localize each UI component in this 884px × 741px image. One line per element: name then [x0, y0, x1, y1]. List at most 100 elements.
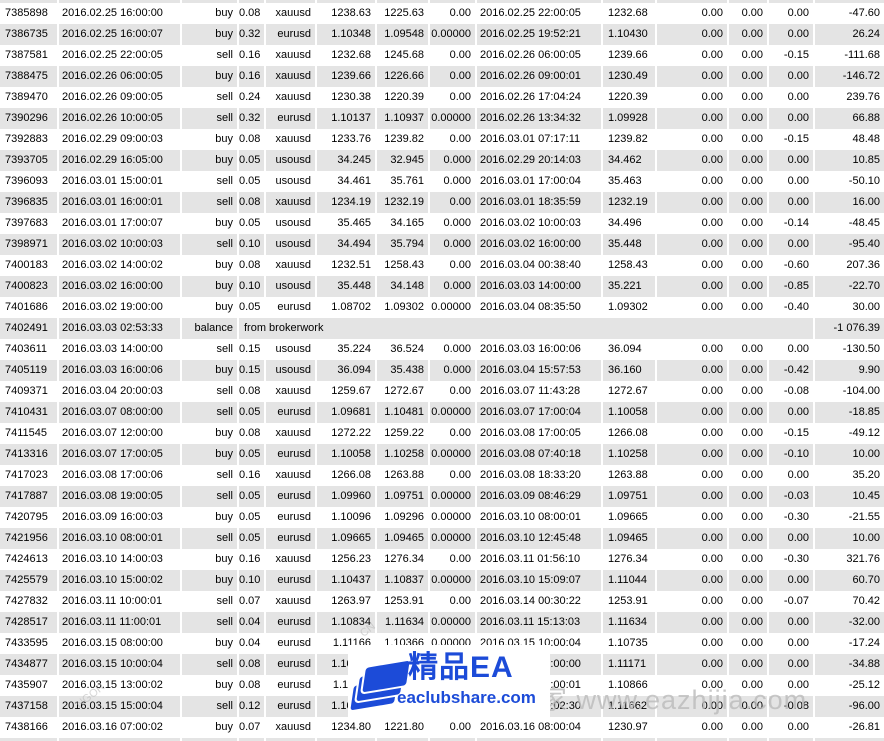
partial-cell — [430, 0, 477, 3]
history-row[interactable]: 7386735 2016.02.25 16:00:07 buy 0.32 eurusd 1… — [0, 24, 884, 45]
cell-open_time: 2016.03.09 16:00:03 — [59, 507, 182, 528]
history-row[interactable]: 7389470 2016.02.26 09:00:05 sell 0.24 xauusd… — [0, 87, 884, 108]
cell-size: 0.05 — [239, 171, 266, 192]
history-row[interactable]: 7392883 2016.02.29 09:00:03 buy 0.08 xauusd 1… — [0, 129, 884, 150]
history-row[interactable]: 7400183 2016.03.02 14:00:02 buy 0.08 xauusd 1… — [0, 255, 884, 276]
cell-close_price: 35.448 — [603, 234, 657, 255]
cell-symbol: usousd — [266, 360, 317, 381]
cell-type: buy — [182, 423, 239, 444]
history-row[interactable]: 7421956 2016.03.10 08:00:01 sell 0.05 eurusd… — [0, 528, 884, 549]
history-row[interactable]: 7403611 2016.03.03 14:00:00 sell 0.15 usousd… — [0, 339, 884, 360]
cell-open_time: 2016.03.07 12:00:00 — [59, 423, 182, 444]
cell-open_time: 2016.03.02 10:00:03 — [59, 234, 182, 255]
cell-open_time: 2016.03.11 11:00:01 — [59, 612, 182, 633]
cell-taxes: 0.00 — [729, 717, 769, 738]
cell-size: 0.24 — [239, 87, 266, 108]
cell-tp: 0.00000 — [430, 486, 477, 507]
cell-close_price: 1220.39 — [603, 87, 657, 108]
cell-close_time: 2016.02.25 19:52:21 — [477, 24, 603, 45]
cell-order: 7388475 — [0, 66, 59, 87]
cell-commission: 0.00 — [657, 507, 729, 528]
cell-open_time: 2016.03.08 19:00:05 — [59, 486, 182, 507]
history-row[interactable]: 7396093 2016.03.01 15:00:01 sell 0.05 usousd… — [0, 171, 884, 192]
cell-sl: 1239.82 — [377, 129, 430, 150]
cell-symbol: xauusd — [266, 381, 317, 402]
history-row[interactable]: 7428517 2016.03.11 11:00:01 sell 0.04 eurusd… — [0, 612, 884, 633]
partial-cell — [657, 0, 729, 3]
cell-order: 7393705 — [0, 150, 59, 171]
cell-open_time: 2016.02.25 22:00:05 — [59, 45, 182, 66]
cell-sl: 1.11634 — [377, 612, 430, 633]
history-row[interactable]: 7425579 2016.03.10 15:00:02 buy 0.10 eurusd 1… — [0, 570, 884, 591]
history-row[interactable]: 7397683 2016.03.01 17:00:07 buy 0.05 usousd 3… — [0, 213, 884, 234]
cell-taxes: 0.00 — [729, 108, 769, 129]
cell-type: buy — [182, 360, 239, 381]
cell-taxes: 0.00 — [729, 486, 769, 507]
history-row[interactable]: 7424613 2016.03.10 14:00:03 buy 0.16 xauusd 1… — [0, 549, 884, 570]
partial-cell — [769, 0, 815, 3]
cell-sl: 1253.91 — [377, 591, 430, 612]
cell-commission: 0.00 — [657, 423, 729, 444]
history-row[interactable]: 7405119 2016.03.03 16:00:06 buy 0.15 usousd 3… — [0, 360, 884, 381]
balance-row[interactable]: 7402491 2016.03.03 02:53:33 balance from br… — [0, 318, 884, 339]
cell-open_price: 1.10137 — [317, 108, 377, 129]
cell-tp: 0.00000 — [430, 444, 477, 465]
cell-close_time: 2016.02.29 20:14:03 — [477, 150, 603, 171]
partial-cell — [603, 0, 657, 3]
cell-profit: -17.24 — [815, 633, 884, 654]
cell-tp: 0.00 — [430, 549, 477, 570]
partial-cell — [239, 0, 266, 3]
cell-open_price: 1232.68 — [317, 45, 377, 66]
cell-symbol: eurusd — [266, 570, 317, 591]
cell-size: 0.05 — [239, 402, 266, 423]
cell-profit: 10.00 — [815, 528, 884, 549]
cell-size: 0.05 — [239, 528, 266, 549]
history-row[interactable]: 7401686 2016.03.02 19:00:00 buy 0.05 eurusd 1… — [0, 297, 884, 318]
cell-tp: 0.00 — [430, 192, 477, 213]
history-row[interactable]: 7385898 2016.02.25 16:00:00 buy 0.08 xauusd 1… — [0, 3, 884, 24]
partial-cell — [0, 738, 59, 741]
cell-close_price: 1230.49 — [603, 66, 657, 87]
history-row[interactable]: 7417023 2016.03.08 17:00:06 sell 0.16 xauusd… — [0, 465, 884, 486]
history-row[interactable]: 7410431 2016.03.07 08:00:00 sell 0.05 eurusd… — [0, 402, 884, 423]
cell-open_price: 1.08702 — [317, 297, 377, 318]
cell-taxes: 0.00 — [729, 402, 769, 423]
cell-swap: 0.00 — [769, 570, 815, 591]
cell-swap: 0.00 — [769, 465, 815, 486]
partial-cell — [317, 738, 377, 741]
partial-cell — [182, 738, 239, 741]
cell-swap: 0.00 — [769, 717, 815, 738]
history-row[interactable]: 7409371 2016.03.04 20:00:03 sell 0.08 xauusd… — [0, 381, 884, 402]
cell-sl: 1245.68 — [377, 45, 430, 66]
cell-tp: 0.000 — [430, 234, 477, 255]
history-row[interactable]: 7400823 2016.03.02 16:00:00 buy 0.10 usousd 3… — [0, 276, 884, 297]
cell-taxes: 0.00 — [729, 192, 769, 213]
cell-close_price: 1239.82 — [603, 129, 657, 150]
cell-sl: 1.10258 — [377, 444, 430, 465]
cell-commission: 0.00 — [657, 717, 729, 738]
history-row[interactable]: 7411545 2016.03.07 12:00:00 buy 0.08 xauusd 1… — [0, 423, 884, 444]
cell-commission: 0.00 — [657, 486, 729, 507]
history-row[interactable]: 7387581 2016.02.25 22:00:05 sell 0.16 xauusd… — [0, 45, 884, 66]
history-row[interactable]: 7393705 2016.02.29 16:05:00 buy 0.05 usousd 3… — [0, 150, 884, 171]
partial-cell — [729, 738, 769, 741]
history-row[interactable]: 7413316 2016.03.07 17:00:05 buy 0.05 eurusd 1… — [0, 444, 884, 465]
history-row[interactable]: 7427832 2016.03.11 10:00:01 sell 0.07 xauusd… — [0, 591, 884, 612]
history-row[interactable]: 7388475 2016.02.26 06:00:05 buy 0.16 xauusd 1… — [0, 66, 884, 87]
history-row[interactable]: 7396835 2016.03.01 16:00:01 sell 0.08 xauusd… — [0, 192, 884, 213]
cell-open_price: 1259.67 — [317, 381, 377, 402]
cell-close_time: 2016.02.26 13:34:32 — [477, 108, 603, 129]
history-row[interactable]: 7420795 2016.03.09 16:00:03 buy 0.05 eurusd 1… — [0, 507, 884, 528]
cell-type: buy — [182, 276, 239, 297]
cell-sl: 1.10481 — [377, 402, 430, 423]
cell-swap: 0.00 — [769, 150, 815, 171]
cell-symbol: xauusd — [266, 465, 317, 486]
history-row[interactable]: 7417887 2016.03.08 19:00:05 sell 0.05 eurusd… — [0, 486, 884, 507]
cell-type: sell — [182, 339, 239, 360]
cell-taxes: 0.00 — [729, 297, 769, 318]
history-row[interactable]: 7398971 2016.03.02 10:00:03 sell 0.10 usousd… — [0, 234, 884, 255]
cell-tp: 0.00000 — [430, 108, 477, 129]
history-row[interactable]: 7438166 2016.03.16 07:00:02 buy 0.07 xauusd 1… — [0, 717, 884, 738]
history-row[interactable]: 7390296 2016.02.26 10:00:05 sell 0.32 eurusd… — [0, 108, 884, 129]
cell-close_price: 1.10258 — [603, 444, 657, 465]
